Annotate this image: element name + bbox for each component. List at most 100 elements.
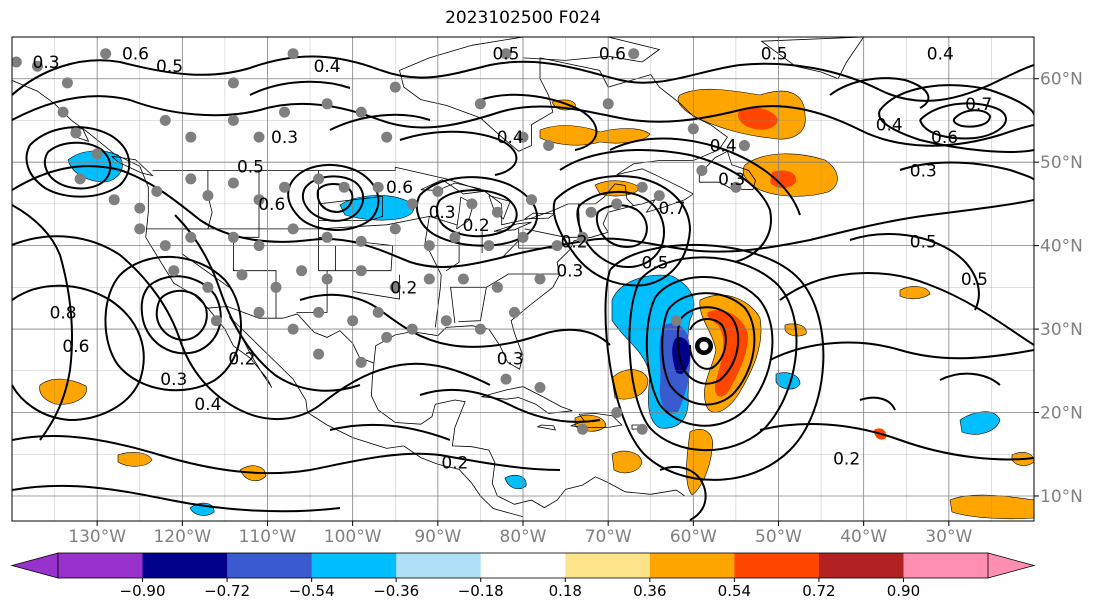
station-dot	[543, 140, 555, 151]
station-dot	[134, 202, 146, 214]
station-dot	[696, 165, 708, 176]
contour-labels: 0.6 0.5 0.4 0.5 0.6 0.5 0.4 0.3 0.8 0.3 0.5 0.6 0.6 0…	[33, 45, 993, 474]
graticule	[12, 37, 1034, 521]
station-dot	[321, 273, 333, 285]
lat-tick-label: 30°N	[1040, 320, 1083, 340]
contour-line	[661, 292, 756, 406]
coastlines	[12, 37, 865, 518]
station-dot	[611, 198, 623, 210]
contour-label: 0.7	[965, 95, 992, 115]
coast-or-border-line	[233, 170, 277, 319]
contour-line	[609, 137, 801, 216]
coast-or-border-line	[524, 203, 581, 238]
contour-line	[287, 164, 380, 231]
colorbar-segment	[227, 553, 313, 578]
colorbar-segment	[311, 553, 397, 578]
station-dot	[406, 198, 418, 210]
lat-tick-label: 50°N	[1040, 153, 1083, 173]
station-dot	[202, 281, 214, 293]
contour-line	[829, 77, 930, 109]
coast-or-border-line	[760, 37, 865, 80]
contour-label: 0.2	[441, 454, 468, 474]
colorbar-over-arrow	[987, 552, 1036, 579]
station-dot	[287, 323, 299, 335]
coast-or-border-line	[370, 362, 686, 509]
lon-tick-label: 30°W	[925, 527, 972, 547]
contour-label: 0.2	[463, 216, 490, 236]
colorbar-tick-label: −0.90	[119, 582, 166, 600]
station-dot	[185, 173, 197, 185]
colorbar-tick-label: −0.36	[373, 582, 420, 600]
station-dot	[279, 106, 290, 118]
contour-label: 0.3	[556, 262, 583, 282]
station-dot	[313, 173, 325, 185]
colorbar-under-arrow	[10, 552, 59, 579]
station-dot	[151, 185, 163, 197]
station-dot	[389, 281, 401, 293]
station-dot	[355, 356, 367, 368]
lon-tick-label: 100°W	[324, 527, 382, 547]
station-dot	[159, 114, 171, 126]
contour-label: 0.3	[718, 170, 745, 190]
contour-line	[399, 130, 518, 176]
contour-line	[104, 255, 242, 392]
contour-label: 0.3	[271, 128, 298, 148]
contour-label: 0.3	[33, 53, 60, 73]
contour-label: 0.5	[910, 232, 937, 252]
contour-line	[419, 388, 601, 423]
contour-line	[676, 306, 740, 385]
lat-tick-label: 40°N	[1040, 237, 1083, 257]
station-dot	[185, 231, 197, 243]
station-dot	[338, 181, 350, 193]
contour-label: 0.5	[961, 270, 988, 290]
lon-tick-label: 90°W	[414, 527, 461, 547]
station-dot	[432, 185, 444, 197]
colorbar	[10, 552, 1036, 582]
contour-line	[689, 318, 727, 370]
lon-tick-label: 120°W	[153, 527, 211, 547]
contour-label: 0.4	[314, 57, 341, 77]
contour-label: 0.6	[931, 128, 958, 148]
coast-or-border-line	[373, 37, 728, 370]
colorbar-tick-label: −0.18	[457, 582, 504, 600]
station-dot	[670, 315, 682, 327]
station-dot	[534, 273, 546, 285]
station-dot	[168, 265, 180, 277]
contour-line	[919, 102, 1007, 140]
station-dot	[509, 306, 520, 318]
station-dot	[483, 240, 495, 252]
contour-label: 0.4	[876, 116, 903, 136]
station-dot	[687, 123, 699, 135]
contour-line	[12, 484, 341, 513]
blue-shade-gulf-of-california	[504, 474, 527, 490]
station-dot	[12, 56, 22, 68]
contour-line	[559, 149, 772, 263]
colorbar-tick-label: 0.36	[633, 582, 667, 600]
coast-or-border-line	[450, 286, 487, 324]
contour-label: 0.5	[761, 45, 788, 65]
station-dot	[389, 81, 401, 93]
orange-shade-east-atlantic	[899, 286, 931, 300]
lon-tick-label: 130°W	[68, 527, 126, 547]
colorbar-segment	[818, 553, 904, 578]
red-shade-north-atlantic	[770, 170, 797, 188]
colorbar-segment	[565, 553, 651, 578]
contour-label: 0.6	[258, 195, 285, 215]
orange-shade-pacific-west	[39, 378, 87, 405]
coast-or-border-line	[206, 306, 375, 364]
contour-line	[329, 423, 451, 441]
station-dot	[423, 240, 435, 252]
station-dot	[585, 206, 597, 218]
contour-label: 0.3	[910, 162, 937, 182]
contour-label: 0.2	[228, 349, 255, 369]
contour-line	[12, 95, 1034, 147]
contour-line	[939, 372, 1001, 386]
colorbar-tick-label: 0.54	[717, 582, 752, 600]
lon-tick-label: 60°W	[670, 527, 717, 547]
station-dot	[70, 127, 82, 139]
station-dot	[321, 231, 333, 243]
station-dot	[440, 315, 452, 327]
contour-label: 0.3	[429, 203, 456, 223]
station-dot	[406, 323, 418, 335]
